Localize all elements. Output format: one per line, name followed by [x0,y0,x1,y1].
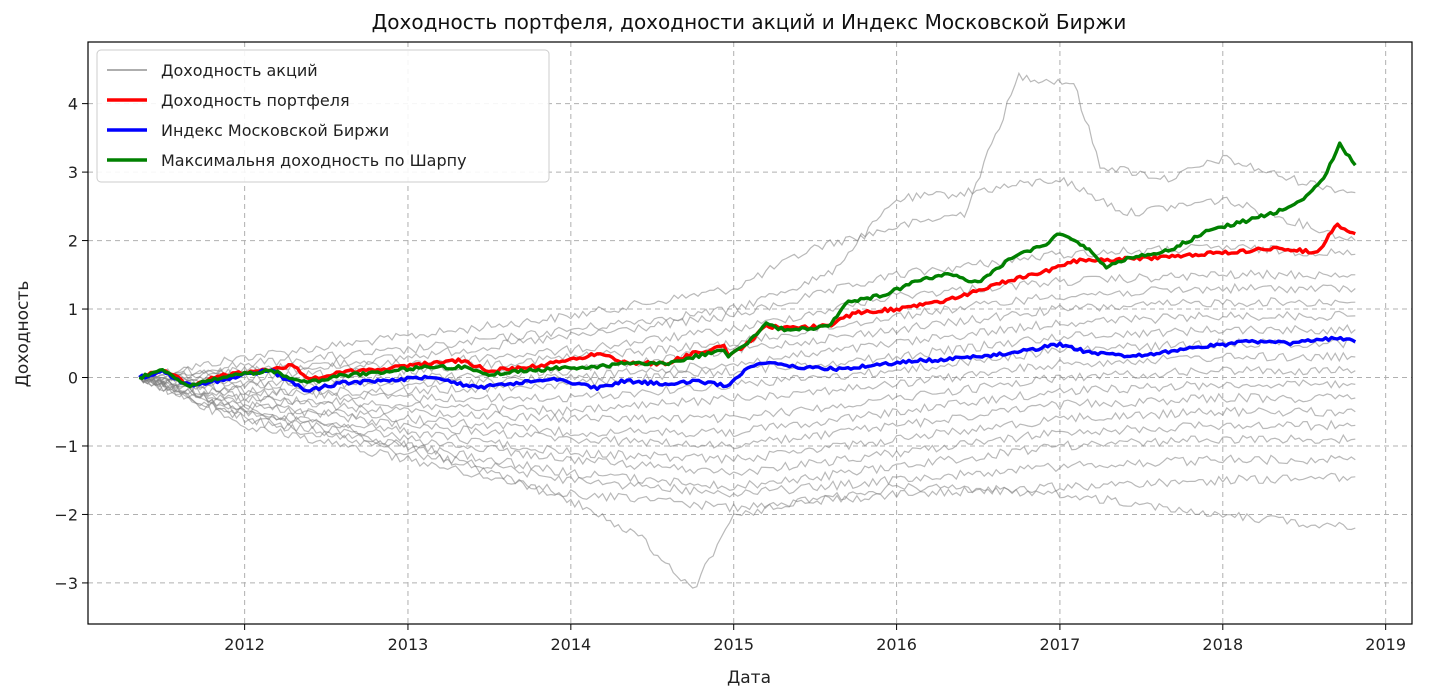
stock-return-line [139,176,1356,379]
y-tick-label: 2 [68,232,78,251]
stock-return-line [139,376,1356,476]
y-tick-label: 1 [68,300,78,319]
plot-frame [87,41,1413,625]
series-line [138,141,1357,389]
x-tick-label: 2015 [713,635,754,654]
y-axis-ticks: −3 −2 −1 0 1 2 3 4 [54,95,88,593]
x-tick-label: 2018 [1202,635,1243,654]
stock-return-line [138,377,1356,465]
series-lines [138,141,1357,393]
legend: Доходность акций Доходность портфеля Индек… [96,49,550,183]
plot-area [138,71,1357,589]
stock-return-line [138,374,1356,450]
stock-return-line [138,323,1356,397]
stock-return-line [138,351,1356,417]
stock-return-line [138,310,1356,390]
chart-title: Доходность портфеля, доходности акций и … [372,10,1127,34]
x-axis-ticks: 2012 2013 2014 2015 2016 2017 2018 2019 [224,624,1406,654]
legend-label: Индекс Московской Биржи [161,121,389,140]
y-tick-label: 3 [68,163,78,182]
y-tick-label: −1 [54,437,78,456]
x-tick-label: 2014 [550,635,591,654]
stock-return-line [139,337,1356,403]
legend-label: Доходность портфеля [161,91,350,110]
x-tick-label: 2017 [1040,635,1081,654]
stock-return-line [139,243,1356,382]
legend-label: Доходность акций [161,61,318,80]
x-axis-title: Дата [727,668,771,688]
x-tick-label: 2012 [224,635,265,654]
stock-return-line [138,365,1356,424]
y-tick-label: 0 [68,369,78,388]
x-tick-label: 2013 [388,635,429,654]
y-tick-label: −2 [54,505,78,524]
y-axis-title: Доходность [13,281,33,388]
stock-return-line [139,376,1356,513]
stock-return-line [139,297,1356,389]
stock-return-line [138,377,1356,491]
stock-return-line [139,71,1356,380]
stock-return-line [138,374,1356,589]
series-line [138,335,1357,393]
x-tick-label: 2016 [876,635,917,654]
x-tick-label: 2019 [1365,635,1406,654]
legend-box [96,49,550,183]
stock-return-line [139,376,1356,438]
y-tick-label: −3 [54,574,78,593]
y-tick-label: 4 [68,95,78,114]
legend-label: Максимальня доходность по Шарпу [161,151,467,170]
stock-return-line [139,269,1356,383]
stock-return-line [138,377,1356,498]
stock-returns-lines [138,71,1356,589]
